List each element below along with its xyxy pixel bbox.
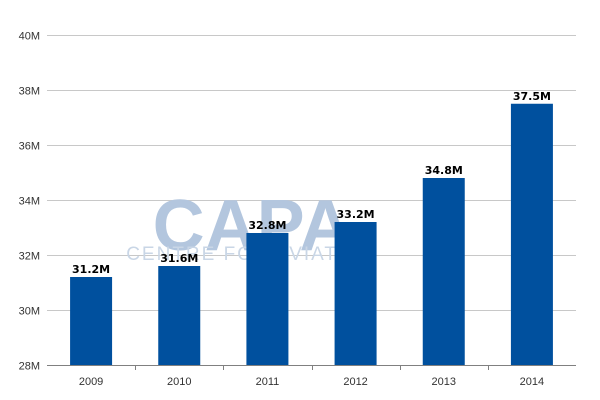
bar-2011 xyxy=(246,233,289,365)
bar-2010 xyxy=(158,266,201,365)
bar-2014 xyxy=(510,103,553,365)
bar-2012 xyxy=(334,222,377,365)
data-label-2010: 31.6M xyxy=(160,252,198,265)
x-tick-label: 2012 xyxy=(343,376,367,388)
y-tick-label: 36M xyxy=(19,141,40,153)
bar-2013 xyxy=(422,178,465,365)
y-tick-label: 40M xyxy=(19,31,40,43)
bar-series xyxy=(70,103,553,365)
data-label-2013: 34.8M xyxy=(425,164,463,177)
data-label-2012: 33.2M xyxy=(337,208,375,221)
y-tick-label: 32M xyxy=(19,251,40,263)
x-tick-label: 2009 xyxy=(79,376,103,388)
data-labels: 31.2M 31.6M 32.8M 33.2M 34.8M 37.5M xyxy=(72,90,551,276)
y-tick-label: 30M xyxy=(19,306,40,318)
x-tick-label: 2013 xyxy=(432,376,456,388)
x-tick-label: 2011 xyxy=(256,376,280,388)
bar-2009 xyxy=(70,277,113,365)
data-label-2011: 32.8M xyxy=(248,219,286,232)
x-tick-label: 2014 xyxy=(520,376,544,388)
x-tick-label: 2010 xyxy=(167,376,191,388)
y-tick-label: 28M xyxy=(19,361,40,373)
y-tick-label: 34M xyxy=(19,196,40,208)
data-label-2009: 31.2M xyxy=(72,263,110,276)
gridlines xyxy=(47,35,576,311)
x-axis: 2009 2010 2011 2012 2013 2014 xyxy=(79,365,544,388)
data-label-2014: 37.5M xyxy=(513,90,551,103)
y-tick-label: 38M xyxy=(19,86,40,98)
